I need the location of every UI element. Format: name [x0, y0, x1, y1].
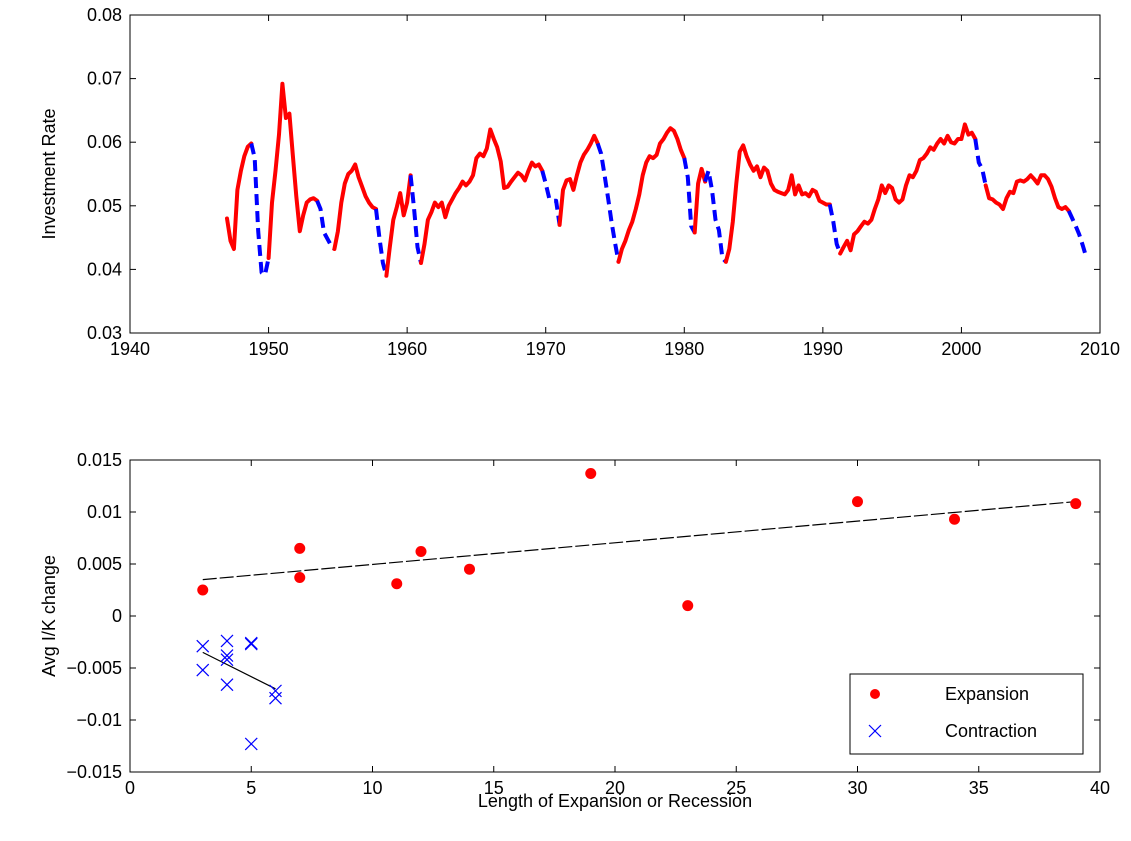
expansion-segment — [723, 143, 832, 264]
investment-rate-xtick-label: 1960 — [387, 339, 427, 359]
iok-change-xtick-label: 40 — [1090, 778, 1110, 798]
expansion-point — [585, 468, 597, 480]
legend-expansion-label: Expansion — [945, 684, 1029, 704]
expansion-segment — [838, 122, 978, 256]
investment-rate-axes-box — [129, 14, 1101, 334]
expansion-point — [852, 496, 863, 508]
contraction-segment — [408, 175, 423, 264]
contraction-point — [269, 691, 282, 705]
contraction-segment — [540, 170, 562, 226]
investment-rate-ytick-label: 0.07 — [87, 69, 122, 89]
contraction-point — [269, 684, 282, 698]
contraction-point — [196, 639, 210, 653]
expansion-segment — [225, 141, 254, 251]
iok-change-panel: 0 5 10 15 20 25 30 35 40 −0.015 −0.01 −0.005 0 0.005 0… — [39, 450, 1110, 811]
contraction-segment — [973, 138, 988, 186]
expansion-segment — [419, 127, 545, 265]
expansion-point — [197, 584, 209, 596]
iok-change-ylabel: Avg I/K change — [39, 555, 59, 677]
contraction-segment — [682, 157, 697, 234]
legend: Expansion Contraction — [849, 673, 1084, 755]
investment-rate-ylabel: Investment Rate — [39, 108, 59, 239]
iok-change-ytick-label: −0.01 — [76, 710, 122, 730]
legend-expansion-marker — [870, 689, 880, 699]
expansion-segment — [384, 173, 413, 278]
investment-rate-series — [225, 81, 1089, 278]
investment-rate-xtick-label: 1940 — [110, 339, 150, 359]
expansion-point — [415, 546, 427, 558]
expansion-point — [294, 542, 306, 554]
expansion-segment — [332, 162, 378, 251]
iok-change-xtick-label: 10 — [362, 778, 382, 798]
contraction-segment — [315, 199, 336, 251]
legend-contraction-label: Contraction — [945, 721, 1037, 741]
iok-change-xtick-label: 25 — [726, 778, 746, 798]
investment-rate-xtick-label: 2000 — [941, 339, 981, 359]
contraction-segment — [827, 204, 843, 255]
legend-box — [849, 673, 1084, 755]
iok-change-xtick-label: 15 — [484, 778, 504, 798]
contraction-point — [244, 636, 258, 650]
contraction-point — [244, 737, 258, 751]
contraction-point — [220, 649, 234, 662]
contraction-segment — [249, 143, 271, 277]
expansion-point — [464, 563, 475, 575]
iok-change-ytick-label: 0.01 — [87, 502, 122, 522]
iok-change-ytick-label: −0.005 — [66, 658, 122, 678]
investment-rate-xtick-label: 1980 — [664, 339, 704, 359]
iok-change-ytick-label: 0.015 — [77, 450, 122, 470]
fit-lines — [202, 501, 1076, 690]
investment-rate-ticks: 1940 1950 1960 1970 1980 1990 2000 2010 0.03 0.04… — [87, 5, 1120, 359]
contraction-point — [244, 637, 258, 651]
iok-change-xtick-label: 30 — [847, 778, 867, 798]
investment-rate-ytick-label: 0.05 — [87, 196, 122, 216]
contraction-fit-line — [202, 651, 276, 690]
expansion-segment — [983, 173, 1071, 213]
expansion-segment — [266, 81, 320, 260]
contraction-segment — [1066, 210, 1089, 258]
iok-change-ticks: 0 5 10 15 20 25 30 35 40 −0.015 −0.01 −0.005 0 0.005 0… — [66, 450, 1110, 798]
iok-change-xtick-label: 5 — [246, 778, 256, 798]
expansion-point — [294, 572, 306, 584]
iok-change-ytick-label: 0.005 — [77, 554, 122, 574]
investment-rate-ytick-label: 0.06 — [87, 132, 122, 152]
contraction-point — [220, 634, 234, 648]
investment-rate-panel: 1940 1950 1960 1970 1980 1990 2000 2010 0.03 0.04… — [39, 5, 1120, 359]
investment-rate-xtick-label: 1970 — [526, 339, 566, 359]
expansion-point — [391, 578, 403, 590]
iok-change-xtick-label: 35 — [969, 778, 989, 798]
contraction-point — [196, 663, 210, 677]
legend-contraction-marker — [868, 724, 882, 738]
investment-rate-xtick-label: 1950 — [249, 339, 289, 359]
iok-change-ytick-label: 0 — [112, 606, 122, 626]
expansion-point — [949, 513, 960, 525]
investment-rate-xtick-label: 1990 — [803, 339, 843, 359]
investment-rate-xtick-label: 2010 — [1080, 339, 1120, 359]
expansion-point — [1070, 498, 1082, 510]
expansion-fit-line — [202, 501, 1076, 581]
iok-change-xtick-label: 0 — [125, 778, 135, 798]
contraction-segment — [703, 168, 728, 264]
contraction-segment — [374, 208, 389, 277]
iok-change-xtick-label: 20 — [605, 778, 625, 798]
expansion-segment — [557, 133, 600, 227]
investment-rate-ytick-label: 0.04 — [87, 259, 122, 279]
iok-change-series — [196, 468, 1082, 751]
expansion-point — [682, 600, 694, 612]
iok-change-xlabel: Length of Expansion or Recession — [478, 791, 752, 811]
expansion-segment — [692, 166, 708, 235]
expansion-segment — [616, 126, 687, 264]
contraction-point — [220, 678, 234, 692]
investment-rate-ytick-label: 0.08 — [87, 5, 122, 25]
investment-rate-ytick-label: 0.03 — [87, 323, 122, 343]
iok-change-ytick-label: −0.015 — [66, 762, 122, 782]
contraction-point — [220, 653, 234, 667]
contraction-segment — [595, 142, 621, 263]
